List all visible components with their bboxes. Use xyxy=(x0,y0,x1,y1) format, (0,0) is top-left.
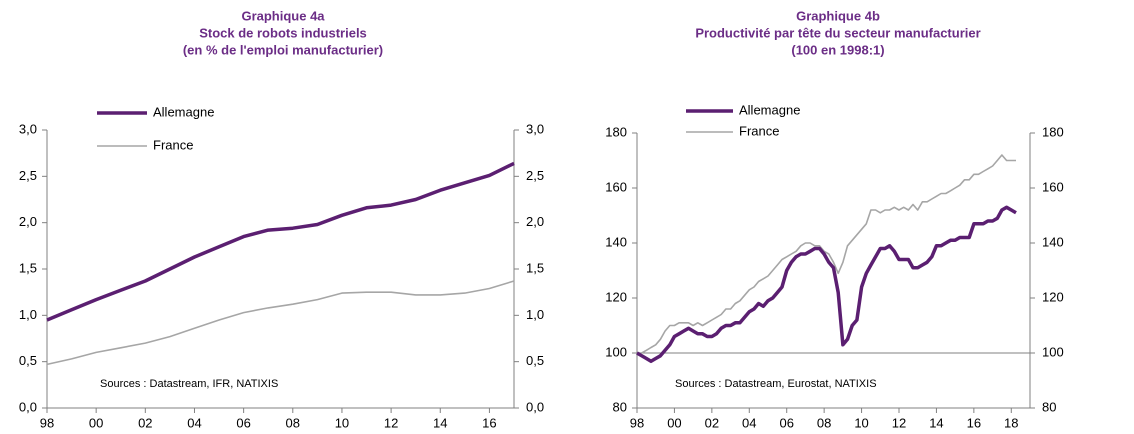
y2-tick-label: 80 xyxy=(1042,399,1056,414)
y-tick-label: 120 xyxy=(605,289,627,304)
x-tick-label: 02 xyxy=(138,415,152,430)
legend-label: France xyxy=(153,137,193,152)
x-tick-label: 04 xyxy=(187,415,201,430)
y-tick-label: 100 xyxy=(605,344,627,359)
sources-note: Sources : Datastream, Eurostat, NATIXIS xyxy=(675,378,877,390)
y-tick-label: 0,5 xyxy=(19,353,37,368)
y-tick-label: 0,0 xyxy=(19,399,37,414)
y-tick-label: 80 xyxy=(613,399,627,414)
sources-note: Sources : Datastream, IFR, NATIXIS xyxy=(100,378,278,390)
x-tick-label: 00 xyxy=(667,415,681,430)
x-tick-label: 08 xyxy=(817,415,831,430)
y2-tick-label: 3,0 xyxy=(526,121,544,136)
y-tick-label: 2,5 xyxy=(19,168,37,183)
x-tick-label: 16 xyxy=(482,415,496,430)
chart-subtitle: Productivité par tête du secteur manufac… xyxy=(695,25,980,40)
x-tick-label: 06 xyxy=(779,415,793,430)
legend-label: Allemagne xyxy=(739,102,800,117)
y2-tick-label: 180 xyxy=(1042,124,1064,139)
y2-tick-label: 1,5 xyxy=(526,260,544,275)
series-line xyxy=(637,154,1016,354)
y-tick-label: 180 xyxy=(605,124,627,139)
x-tick-label: 10 xyxy=(854,415,868,430)
x-tick-label: 98 xyxy=(630,415,644,430)
x-tick-label: 10 xyxy=(335,415,349,430)
x-tick-label: 14 xyxy=(929,415,943,430)
y2-tick-label: 120 xyxy=(1042,289,1064,304)
y-tick-label: 2,0 xyxy=(19,214,37,229)
x-tick-label: 06 xyxy=(236,415,250,430)
x-tick-label: 12 xyxy=(384,415,398,430)
series-line xyxy=(636,205,1017,364)
x-tick-label: 08 xyxy=(286,415,300,430)
y2-tick-label: 140 xyxy=(1042,234,1064,249)
y-tick-label: 1,5 xyxy=(19,260,37,275)
y2-tick-label: 2,5 xyxy=(526,168,544,183)
x-tick-label: 18 xyxy=(1004,415,1018,430)
x-tick-label: 04 xyxy=(742,415,756,430)
chart-subtitle: (100 en 1998:1) xyxy=(791,42,884,57)
chart-title: Graphique 4a xyxy=(241,8,325,23)
y2-tick-label: 2,0 xyxy=(526,214,544,229)
y2-tick-label: 160 xyxy=(1042,179,1064,194)
chart-subtitle: Stock de robots industriels xyxy=(199,25,367,40)
y2-tick-label: 0,5 xyxy=(526,353,544,368)
y2-tick-label: 100 xyxy=(1042,344,1064,359)
x-tick-label: 00 xyxy=(89,415,103,430)
y-tick-label: 160 xyxy=(605,179,627,194)
y-tick-label: 3,0 xyxy=(19,121,37,136)
legend-label: Allemagne xyxy=(153,104,214,119)
x-tick-label: 16 xyxy=(967,415,981,430)
x-tick-label: 02 xyxy=(705,415,719,430)
chart-title: Graphique 4b xyxy=(796,8,880,23)
legend-label: France xyxy=(739,123,779,138)
x-tick-label: 14 xyxy=(433,415,447,430)
y-tick-label: 140 xyxy=(605,234,627,249)
series-line xyxy=(46,280,515,366)
y2-tick-label: 1,0 xyxy=(526,307,544,322)
chart-subtitle: (en % de l'emploi manufacturier) xyxy=(183,42,383,57)
y2-tick-label: 0,0 xyxy=(526,399,544,414)
x-tick-label: 12 xyxy=(892,415,906,430)
x-tick-label: 98 xyxy=(40,415,54,430)
series-line xyxy=(46,161,515,322)
y-tick-label: 1,0 xyxy=(19,307,37,322)
